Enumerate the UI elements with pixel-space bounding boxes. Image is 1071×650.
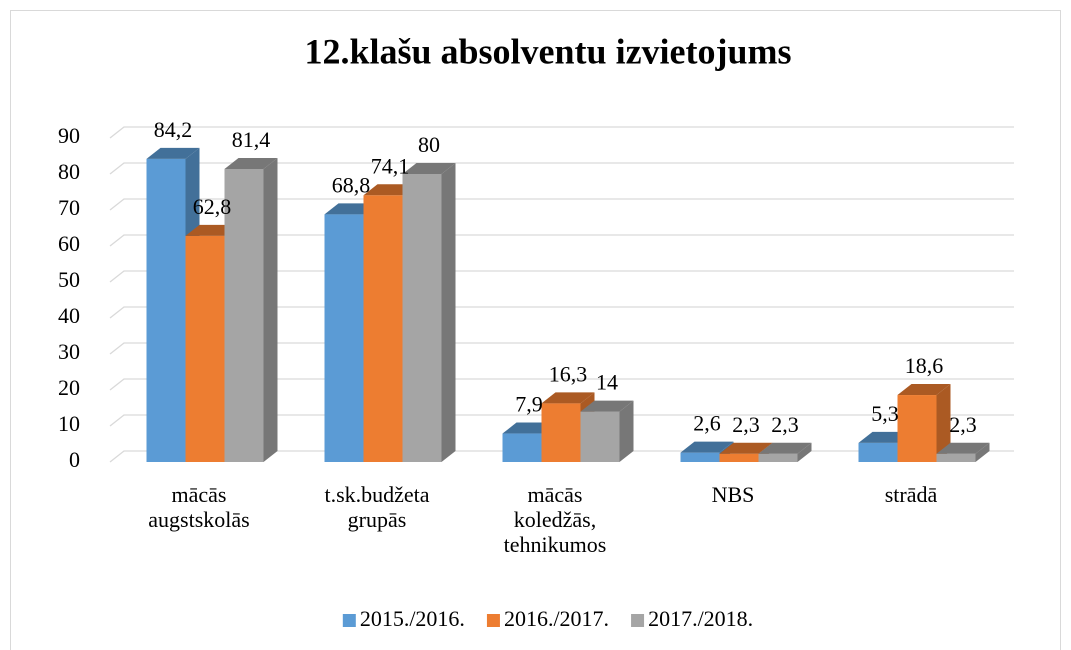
bar <box>402 174 442 462</box>
bar-side <box>619 400 634 462</box>
y-tick-label: 80 <box>58 159 80 184</box>
bar <box>324 214 364 462</box>
x-tick-label: mācās augstskolās <box>148 482 249 532</box>
x-tick-label: mācās koledžās, tehnikumos <box>504 482 607 557</box>
bar <box>680 452 720 462</box>
data-label: 2,3 <box>949 412 977 437</box>
bar <box>936 453 976 462</box>
data-label: 18,6 <box>905 353 944 378</box>
bar-side <box>936 384 951 462</box>
data-label: 2,3 <box>732 412 760 437</box>
chart-title: 12.klašu absolventu izvietojums <box>304 31 791 71</box>
y-tick-label: 50 <box>58 267 80 292</box>
legend-swatch <box>631 614 645 627</box>
y-tick-label: 0 <box>69 447 80 472</box>
data-label: 16,3 <box>549 361 588 386</box>
bar-side <box>263 157 278 462</box>
grid-line <box>109 126 1014 139</box>
grid-line <box>109 414 1014 427</box>
data-label: 80 <box>418 132 440 157</box>
grid-line <box>109 306 1014 319</box>
legend-label: 2017./2018. <box>648 606 753 631</box>
bar <box>758 453 798 462</box>
bar-side <box>975 442 990 462</box>
bar-top <box>541 392 595 404</box>
bar-top <box>146 147 200 159</box>
bar-top <box>758 442 812 454</box>
bar <box>580 411 620 462</box>
bar-side <box>441 163 456 462</box>
x-tick-label: NBS <box>712 482 755 507</box>
grid-line <box>109 162 1014 175</box>
bar-top <box>897 384 951 396</box>
data-label: 81,4 <box>232 127 271 152</box>
bar <box>897 395 937 462</box>
y-tick-label: 60 <box>58 231 80 256</box>
y-tick-label: 40 <box>58 303 80 328</box>
bar <box>363 195 403 463</box>
grid-line <box>109 342 1014 355</box>
bar-top <box>580 400 634 412</box>
x-tick-label: strādā <box>885 482 938 507</box>
legend-label: 2016./2017. <box>504 606 609 631</box>
bar <box>541 403 581 462</box>
grid-line <box>109 234 1014 247</box>
bar <box>719 453 759 462</box>
bar-top <box>402 163 456 174</box>
y-tick-label: 90 <box>58 123 80 148</box>
bar <box>858 442 898 462</box>
legend-label: 2015./2016. <box>360 606 465 631</box>
x-tick-label: t.sk.budžeta grupās <box>324 482 429 532</box>
bar-top <box>936 442 990 454</box>
data-label: 62,8 <box>193 194 232 219</box>
bar <box>502 433 542 462</box>
legend-swatch <box>486 614 500 627</box>
grid-line <box>109 378 1014 391</box>
data-label: 68,8 <box>332 172 371 197</box>
data-label: 5,3 <box>871 401 899 426</box>
data-label: 84,2 <box>154 117 193 142</box>
grid-line <box>109 198 1014 211</box>
data-label: 2,3 <box>771 412 799 437</box>
bar <box>185 235 225 462</box>
grid-line <box>109 270 1014 283</box>
legend-swatch <box>342 614 356 627</box>
bar-top <box>680 441 734 453</box>
y-tick-label: 30 <box>58 339 80 364</box>
y-tick-label: 20 <box>58 375 80 400</box>
bar-top <box>224 157 278 169</box>
y-tick-label: 10 <box>58 411 80 436</box>
data-label: 7,9 <box>515 392 543 417</box>
bar <box>224 168 264 462</box>
data-label: 14 <box>596 370 618 395</box>
bar <box>146 158 186 462</box>
y-tick-label: 70 <box>58 195 80 220</box>
bar-side <box>797 442 812 462</box>
data-label: 74,1 <box>371 153 410 178</box>
bar-top <box>719 442 773 454</box>
data-label: 2,6 <box>693 411 721 436</box>
